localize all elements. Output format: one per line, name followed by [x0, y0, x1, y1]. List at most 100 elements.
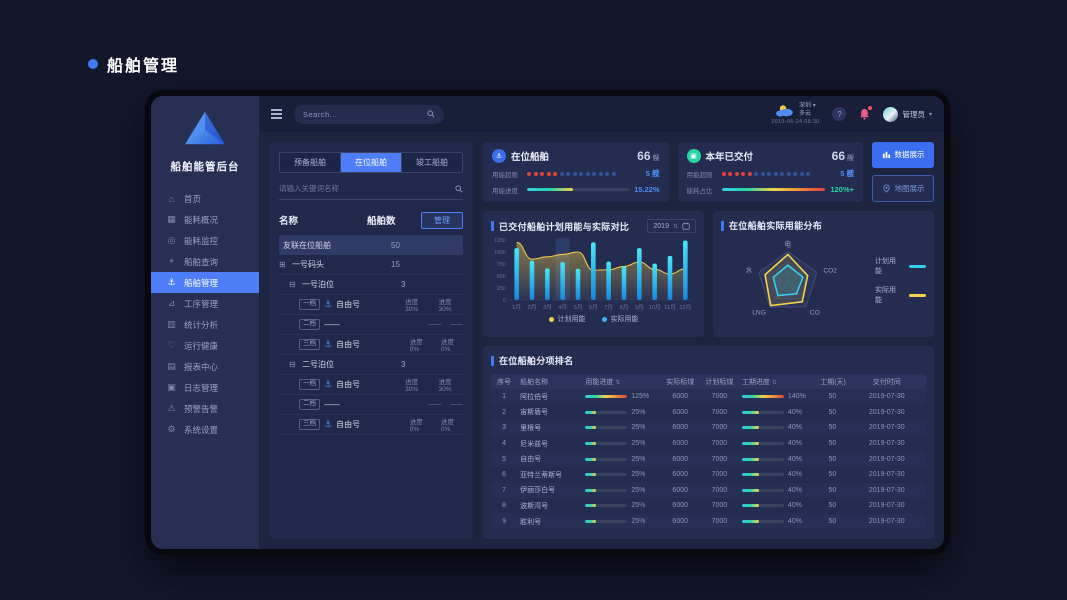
progress-fill — [741, 410, 759, 414]
delivery-date: 2019-07-30 — [868, 455, 905, 463]
tree-group-row[interactable]: 友联在位船舶 50 — [279, 235, 463, 255]
legend-计划用能[interactable]: 计划用能 — [548, 314, 586, 324]
tree-ship-row[interactable]: 三档 ⚓ 自由号 进度0% 进度0% — [279, 415, 463, 435]
actual-bar[interactable] — [621, 266, 627, 300]
weather-city[interactable]: 深圳 ▾ — [799, 103, 816, 109]
svg-text:4月: 4月 — [558, 304, 567, 311]
stat-card-delivered: ▣ 本年已交付 66 艘用能超限 5 艘能耗占比 120%+ — [677, 142, 863, 202]
legend-实际用能[interactable]: 实际用能 — [601, 314, 639, 324]
weather-widget[interactable]: 深圳 ▾ 多云 2019-06-24 08:30 — [771, 103, 819, 125]
col-工期进度[interactable]: 工期进度 ⇅ — [741, 378, 777, 386]
tab-预备船舶[interactable]: 预备船舶 — [280, 153, 341, 172]
card-title: 在位船舶 — [511, 152, 550, 163]
radar-legend-计划用能[interactable]: 计划用能 — [875, 256, 926, 276]
plan-coal: 7000 — [711, 393, 728, 401]
actual-bar[interactable] — [652, 263, 657, 300]
tree-group-main: 友联在位船舶 — [279, 240, 391, 251]
stats-icon: ▥ — [167, 319, 176, 329]
schedule-pct: 40% — [787, 440, 802, 448]
help-icon[interactable]: ? — [832, 107, 847, 121]
stat-cards-row: ⚓ 在位船舶 66 艘用能超限 5 艘用能进度 15.22% ▣ 本年已交付 66 艘用能超限 5 … — [483, 142, 934, 202]
tree-ship-row[interactable]: 一档 ⚓ 自由号 进度30% 进度30% — [279, 375, 463, 395]
radar-legend-实际用能[interactable]: 实际用能 — [875, 285, 926, 305]
sidebar-item-energy-monitor[interactable]: ◎ 能耗监控 — [151, 230, 259, 251]
radar-chart[interactable]: 电 CO2 CO LNG 水 — [721, 232, 871, 330]
actual-bar[interactable] — [637, 248, 642, 300]
sidebar-item-report-center[interactable]: ▤ 报表中心 — [151, 356, 259, 377]
tab-在位船舶[interactable]: 在位船舶 — [341, 153, 402, 172]
actual-bar[interactable] — [683, 240, 688, 300]
tree-node-row[interactable]: ⊟ 一号泊位 3 — [279, 275, 463, 295]
tree-ship-row[interactable]: 三档 ⚓ 自由号 进度0% 进度0% — [279, 335, 463, 355]
table-row[interactable]: 7 伊丽莎白号 25% 6000 7000 40% 50 2019-07-30 — [491, 482, 926, 499]
sidebar-item-log-manage[interactable]: ▣ 日志管理 — [151, 377, 259, 398]
global-search-input[interactable]: Search... — [294, 104, 444, 124]
sort-icon[interactable]: ⇅ — [771, 379, 777, 386]
actual-bar[interactable] — [560, 262, 565, 300]
sidebar-item-home[interactable]: ⌂ 首页 — [151, 188, 259, 209]
ship-name: 宙斯盾号 — [520, 409, 549, 417]
duration-days: 50 — [828, 393, 837, 401]
tree-node-row[interactable]: ⊟ 二号泊位 3 — [279, 355, 463, 375]
dot-blue — [793, 171, 797, 176]
notifications-bell-icon[interactable] — [859, 106, 873, 120]
col-用能进度[interactable]: 用能进度 ⇅ — [585, 378, 621, 386]
delivery-date: 2019-07-30 — [868, 408, 905, 416]
sidebar-item-label: 船舶管理 — [184, 277, 219, 288]
actual-bar[interactable] — [667, 255, 673, 300]
expand-icon[interactable]: ⊞ — [279, 260, 286, 269]
collapse-icon[interactable]: ⊟ — [289, 360, 296, 369]
dot-red — [540, 171, 544, 176]
actual-bar[interactable] — [545, 268, 550, 300]
manage-button[interactable]: 管理 — [421, 211, 463, 229]
card-count: 66 艘 — [637, 149, 660, 163]
table-row[interactable]: 8 波斯湾号 25% 6000 7000 40% 50 2019-07-30 — [491, 498, 926, 514]
tab-竣工船舶[interactable]: 竣工船舶 — [402, 153, 462, 172]
menu-toggle-icon[interactable] — [271, 109, 282, 119]
collapse-icon[interactable]: ⊟ — [289, 280, 296, 289]
sidebar-item-stats-analysis[interactable]: ▥ 统计分析 — [151, 314, 259, 335]
tree-ship-row[interactable]: 二档 —— —— —— — [279, 395, 463, 415]
table-row[interactable]: 3 里根号 25% 6000 7000 40% 50 2019-07-30 — [491, 420, 926, 436]
sidebar-item-health[interactable]: ♡ 运行健康 — [151, 335, 259, 356]
energy-progress: 25% — [582, 456, 660, 463]
energy-pct: 25% — [631, 486, 646, 494]
table-row[interactable]: 6 亚特兰蒂斯号 25% 6000 7000 40% 50 2019-07-30 — [491, 467, 926, 483]
sort-icon[interactable]: ⇅ — [615, 379, 621, 386]
actual-bar[interactable] — [575, 268, 581, 300]
actual-coal: 6000 — [672, 393, 688, 401]
progress-track — [721, 188, 826, 191]
weather-icon — [776, 105, 793, 117]
数据展示-button[interactable]: 数据展示 — [872, 142, 934, 168]
ship-name: 自由号 — [520, 456, 542, 464]
search-placeholder: Search... — [303, 109, 338, 119]
actual-bar[interactable] — [514, 248, 519, 300]
actual-bar[interactable] — [529, 260, 535, 300]
table-row[interactable]: 4 尼米兹号 25% 6000 7000 40% 50 2019-07-30 — [491, 436, 926, 452]
progress-track — [585, 473, 628, 477]
sidebar-item-energy-overview[interactable]: ▦ 能耗概况 — [151, 209, 259, 230]
duration-days: 50 — [828, 518, 837, 526]
地图展示-button[interactable]: 地图展示 — [872, 174, 934, 202]
schedule-progress: 40% — [739, 502, 817, 509]
page-title: 船舶管理 — [88, 52, 179, 76]
actual-bar[interactable] — [606, 261, 611, 300]
row-index: 5 — [502, 455, 506, 463]
tree-ship-row[interactable]: 二档 —— —— —— — [279, 315, 463, 335]
tree-ship-row[interactable]: 一档 ⚓ 自由号 进度30% 进度30% — [279, 295, 463, 315]
year-select[interactable]: 2019 ⇅ — [647, 219, 696, 233]
table-row[interactable]: 2 宙斯盾号 25% 6000 7000 40% 50 2019-07-30 — [491, 405, 926, 421]
sidebar-item-alarm[interactable]: ⚠ 预警告警 — [151, 398, 259, 419]
sidebar-item-ship-query[interactable]: ⌖ 船舶查询 — [151, 251, 259, 272]
table-row[interactable]: 5 自由号 25% 6000 7000 40% 50 2019-07-30 — [491, 451, 926, 467]
actual-bar[interactable] — [591, 242, 596, 300]
table-row[interactable]: 1 阿拉伯号 125% 6000 7000 140% 50 2019-07-30 — [491, 389, 926, 405]
table-row[interactable]: 9 胜利号 25% 6000 7000 40% 50 2019-07-30 — [491, 513, 926, 530]
sidebar-item-ship-manage[interactable]: ⚓ 船舶管理 — [151, 272, 259, 293]
keyword-search-input[interactable]: 请输入关键词名称 — [279, 183, 463, 200]
tree-node-row[interactable]: ⊞ 一号码头 15 — [279, 255, 463, 275]
user-menu[interactable]: 管理员 ▾ — [883, 106, 932, 122]
sidebar-item-process-manage[interactable]: ⊿ 工序管理 — [151, 293, 259, 314]
sidebar-item-settings[interactable]: ⚙ 系统设置 — [151, 419, 259, 440]
